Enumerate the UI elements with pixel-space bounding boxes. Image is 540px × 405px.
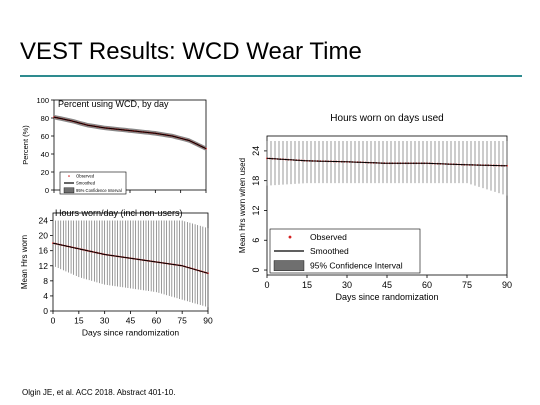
y-tick-label: 24 (39, 216, 49, 226)
chart-hours-worn-per-day: Hours worn/day (incl non-users) 0 4 8 12 16 20… (20, 208, 213, 338)
y-tick-label: 12 (251, 205, 261, 215)
y-tick-label: 100 (36, 96, 49, 105)
chart-title: Hours worn/day (incl non-users) (55, 208, 183, 218)
y-tick-label: 24 (251, 146, 261, 156)
legend-box (59, 171, 127, 195)
x-tick-label: 0 (264, 280, 269, 290)
x-tick-label: 45 (382, 280, 392, 290)
y-axis-label: Mean Hrs worn when used (238, 158, 247, 253)
y-tick-label: 60 (41, 132, 49, 141)
x-tick-label: 60 (152, 316, 162, 326)
y-tick-label: 8 (43, 276, 48, 286)
y-tick-label: 0 (43, 306, 48, 316)
legend-label: Smoothed (310, 246, 349, 256)
x-tick-label: 15 (302, 280, 312, 290)
legend-label: 95% Confidence Interval (310, 261, 403, 271)
smoothed-line (53, 116, 207, 150)
x-tick-label: 15 (74, 316, 84, 326)
y-tick-label: 40 (41, 150, 49, 159)
smoothed-line (266, 157, 508, 167)
citation: Olgin JE, et al. ACC 2018. Abstract 401-… (22, 388, 176, 397)
x-tick-label: 75 (177, 316, 187, 326)
legend-label: 95% Confidence Interval (76, 188, 122, 193)
x-tick-label: 75 (462, 280, 472, 290)
y-tick-label: 18 (251, 176, 261, 186)
y-tick-label: 6 (251, 238, 261, 243)
legend-label: Observed (310, 232, 347, 242)
chart-hours-worn-days-used: Hours worn on days used 0 6 12 18 24 0 15 30 45 60… (238, 113, 512, 302)
smoothed-line (52, 242, 209, 274)
x-axis-label: Days since randomization (335, 292, 438, 302)
x-axis-label: Days since randomization (82, 328, 180, 338)
y-tick-label: 20 (41, 168, 49, 177)
y-tick-label: 0 (251, 268, 261, 273)
chart-title: Percent using WCD, by day (58, 99, 169, 109)
legend-ci-marker (63, 187, 75, 194)
x-tick-label: 30 (100, 316, 110, 326)
legend-observed-marker (68, 175, 70, 177)
chart-title: Hours worn on days used (330, 113, 443, 124)
legend-label: Smoothed (76, 180, 96, 185)
y-tick-label: 20 (39, 231, 49, 241)
x-tick-label: 45 (126, 316, 136, 326)
legend-label: Observed (76, 174, 95, 179)
slide-title: VEST Results: WCD Wear Time (20, 38, 362, 65)
chart-percent-using-wcd: Percent using WCD, by day 0 20 40 60 80 100 Per… (21, 96, 207, 195)
title-divider (20, 75, 522, 77)
y-tick-label: 80 (41, 114, 49, 123)
y-axis-label: Percent (%) (21, 125, 30, 165)
legend-ci-marker (273, 260, 305, 272)
y-axis-label: Mean Hrs worn (20, 235, 29, 289)
ci-band (54, 114, 206, 151)
x-tick-label: 90 (203, 316, 213, 326)
y-tick-label: 12 (39, 261, 49, 271)
x-tick-label: 30 (342, 280, 352, 290)
legend-observed-marker (288, 235, 292, 239)
y-tick-label: 4 (43, 291, 48, 301)
x-tick-label: 90 (502, 280, 512, 290)
y-tick-label: 0 (45, 186, 49, 195)
x-tick-label: 60 (422, 280, 432, 290)
x-tick-label: 0 (51, 316, 56, 326)
y-tick-label: 16 (39, 246, 49, 256)
